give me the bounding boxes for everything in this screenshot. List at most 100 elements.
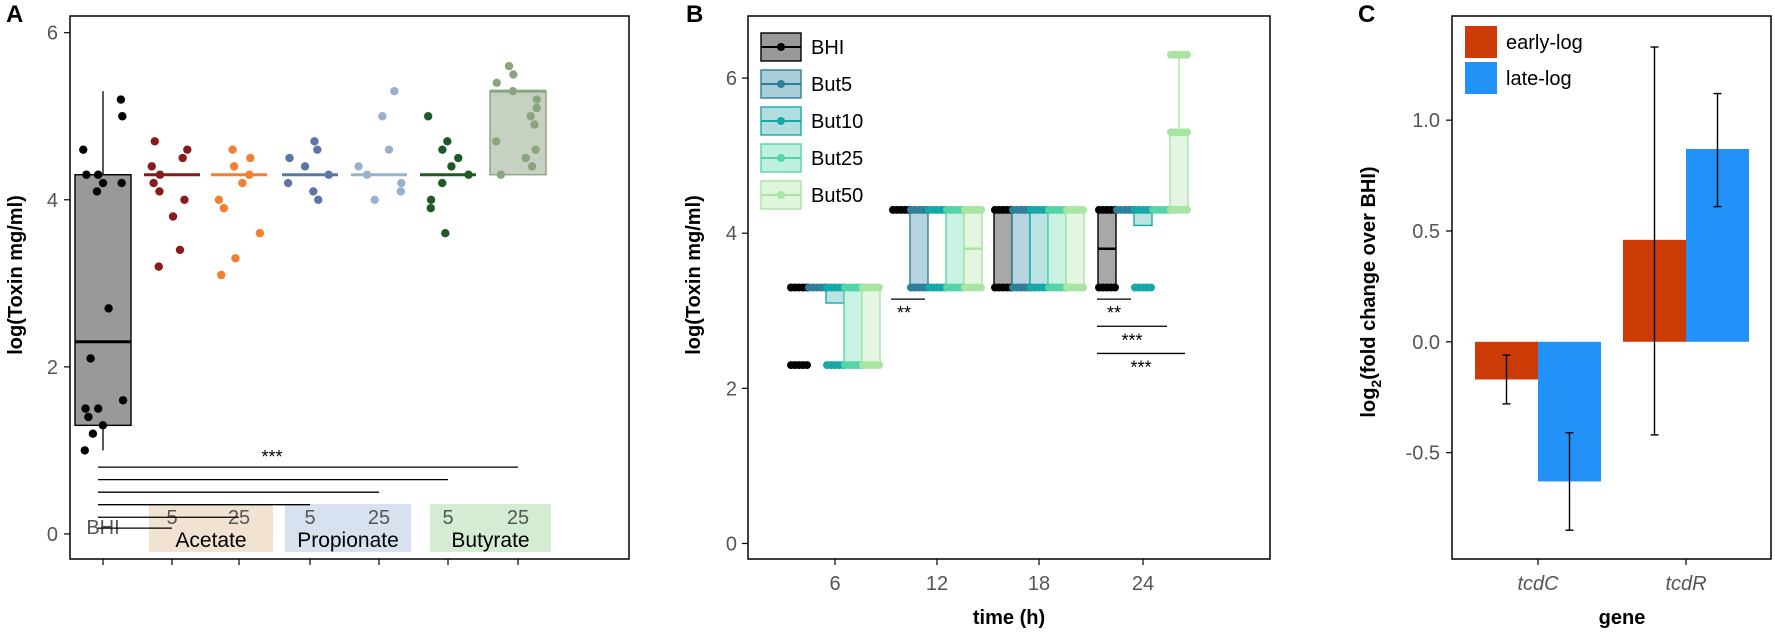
data-point-a xyxy=(396,187,405,196)
data-point-b xyxy=(1079,283,1087,292)
data-point-a xyxy=(229,162,239,171)
box-b xyxy=(1011,209,1031,289)
legend-swatch-dot-b xyxy=(777,80,785,88)
box-b xyxy=(1169,131,1189,211)
data-point-a xyxy=(245,170,254,179)
data-point-a xyxy=(426,195,436,204)
data-point-a xyxy=(150,137,159,146)
panel-letter-c: C xyxy=(1358,1,1375,28)
data-point-a xyxy=(300,162,310,171)
data-point-a xyxy=(310,137,319,146)
box-b xyxy=(945,209,965,289)
data-point-a xyxy=(314,195,323,204)
data-point-a xyxy=(219,203,229,213)
group-label-propionate: Propionate xyxy=(297,529,399,552)
data-point-a xyxy=(370,195,379,204)
x-tick-label-c: tcdC xyxy=(1517,573,1559,595)
y-tick-label-b: 0 xyxy=(726,533,737,555)
box-b xyxy=(909,209,929,289)
data-point-a xyxy=(246,153,255,163)
x-axis-label-b: time (h) xyxy=(973,607,1045,629)
box-a xyxy=(74,174,132,427)
group-label-butyrate: Butyrate xyxy=(451,529,529,552)
data-point-a xyxy=(521,153,530,163)
y-axis-label-a: log(Toxin mg/ml) xyxy=(5,195,27,355)
plot-frame-c xyxy=(1451,15,1772,560)
y-axis-label-c-post: (fold change over BHI) xyxy=(1358,166,1380,379)
legend-b: BHI But5 But10 But25 But50 xyxy=(760,32,863,210)
y-tick-label-c: 1.0 xyxy=(1412,110,1440,132)
data-point-a xyxy=(504,61,514,71)
data-point-a xyxy=(178,153,187,163)
legend-label-b: But50 xyxy=(811,185,863,207)
data-point-a xyxy=(509,70,518,79)
legend-c: early-log late-log xyxy=(1465,26,1583,94)
x-tick-label-c: tcdR xyxy=(1665,573,1706,595)
legend-swatch-c xyxy=(1465,62,1497,94)
y-axis-label-b: log(Toxin mg/ml) xyxy=(683,195,705,355)
box-b xyxy=(1047,209,1067,289)
data-point-a xyxy=(238,178,247,188)
data-point-a xyxy=(175,245,185,255)
plot-frame-b xyxy=(747,15,1271,560)
data-point-a xyxy=(438,145,447,154)
significance-label-b: *** xyxy=(1130,357,1151,377)
data-point-a xyxy=(378,112,387,121)
box-a xyxy=(489,90,547,176)
data-point-a xyxy=(180,195,189,204)
data-point-a xyxy=(86,354,95,363)
data-point-a xyxy=(154,262,163,271)
data-point-a xyxy=(530,120,539,129)
data-point-b xyxy=(803,361,811,370)
legend-label-c: late-log xyxy=(1506,68,1572,90)
data-point-a xyxy=(508,86,518,96)
x-tick-label-b: 24 xyxy=(1132,573,1154,595)
legend-label-b: But5 xyxy=(811,74,852,96)
data-point-a xyxy=(438,178,447,188)
data-point-b xyxy=(1183,128,1191,137)
data-point-a xyxy=(147,162,156,171)
y-tick-label-a: 2 xyxy=(47,357,58,379)
data-point-b xyxy=(1111,283,1119,292)
data-point-a xyxy=(118,112,127,121)
legend-swatch-c xyxy=(1465,26,1497,58)
significance-label-b: *** xyxy=(1121,330,1142,350)
panel-c: C log2(fold change over BHI) gene -0.5 0.… xyxy=(1358,1,1772,629)
y-axis-label-c-sub: 2 xyxy=(1368,380,1384,388)
significance-label-b: ** xyxy=(1107,303,1121,323)
data-point-b xyxy=(977,283,985,292)
group-label-acetate: Acetate xyxy=(175,529,246,552)
data-point-a xyxy=(117,178,126,188)
data-point-a xyxy=(441,229,450,238)
data-point-a xyxy=(93,170,103,179)
data-point-a xyxy=(426,203,435,213)
x-tick-label-b: 12 xyxy=(926,573,948,595)
legend-label-c: early-log xyxy=(1506,32,1583,54)
data-point-b xyxy=(1183,50,1191,59)
data-point-a xyxy=(313,145,322,154)
box-b xyxy=(1065,209,1085,289)
box-b xyxy=(993,209,1013,289)
data-point-b xyxy=(1183,205,1191,214)
data-point-a xyxy=(81,404,90,413)
data-point-a xyxy=(214,195,224,204)
data-point-a xyxy=(454,153,463,163)
group-band-propionate xyxy=(285,504,411,552)
significance-label-a: *** xyxy=(261,447,282,467)
legend-label-b: BHI xyxy=(811,37,844,59)
data-point-a xyxy=(532,103,541,113)
legend-swatch-dot-b xyxy=(777,43,785,51)
significance-label-b: ** xyxy=(897,303,911,323)
data-point-a xyxy=(443,137,452,146)
panel-letter-b: B xyxy=(686,1,703,28)
x-axis-label-c: gene xyxy=(1599,607,1646,629)
group-band-butyrate xyxy=(430,504,551,552)
data-point-a xyxy=(283,178,293,188)
legend-swatch-dot-b xyxy=(777,117,785,125)
data-point-a xyxy=(532,95,541,104)
data-point-a xyxy=(79,145,88,154)
y-tick-label-a: 6 xyxy=(47,23,58,45)
y-tick-label-c: 0.5 xyxy=(1412,221,1440,243)
